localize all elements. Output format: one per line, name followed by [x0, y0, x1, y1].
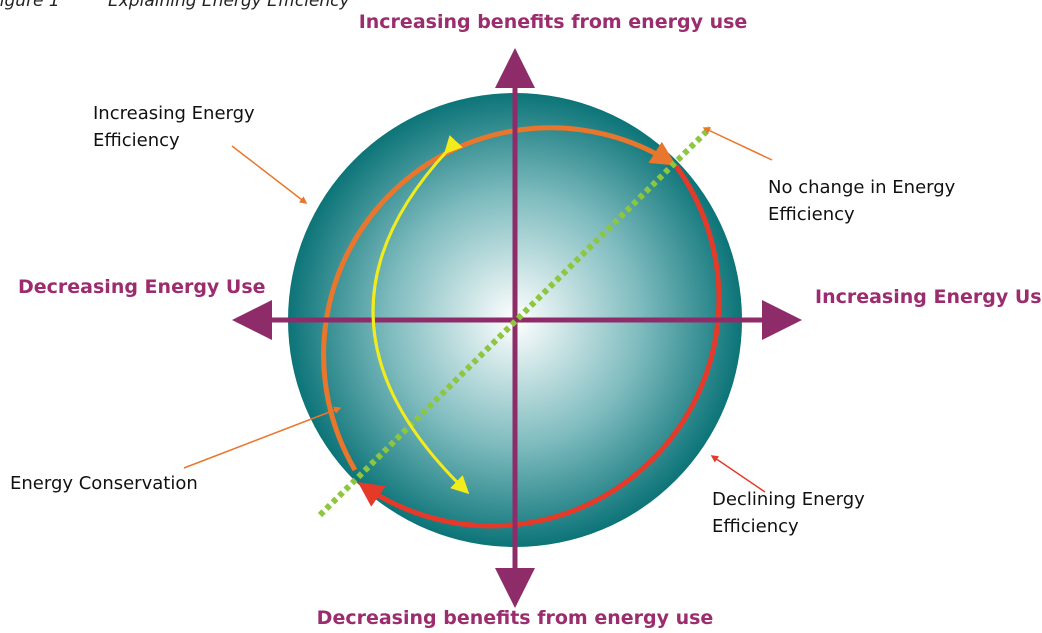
annotation: Energy Conservation — [10, 473, 198, 494]
figure-title: Explaining Energy Efficiency — [108, 0, 351, 11]
axis-label-left: Decreasing Energy Use — [18, 276, 266, 298]
pointer — [702, 127, 773, 161]
pointer — [183, 406, 342, 469]
pointer — [231, 145, 308, 204]
no-change-line — [317, 125, 713, 518]
annotation: Declining Energy — [712, 489, 865, 510]
axis-label-bottom: Decreasing benefits from energy use — [317, 607, 714, 629]
annotation: Efficiency — [768, 204, 855, 225]
orange-arc — [321, 125, 677, 472]
annotation: Efficiency — [712, 516, 799, 537]
pointer — [710, 455, 766, 493]
annotation: No change in Energy — [768, 177, 956, 198]
annotation: Efficiency — [93, 130, 180, 151]
axis-label-right: Increasing Energy Use — [815, 286, 1042, 308]
rotation-arrow — [371, 135, 470, 495]
annotation: Increasing Energy — [93, 103, 255, 124]
figure-number: Figure 1 — [0, 0, 60, 11]
red-arc — [357, 164, 722, 529]
axis-label-top: Increasing benefits from energy use — [359, 11, 748, 33]
